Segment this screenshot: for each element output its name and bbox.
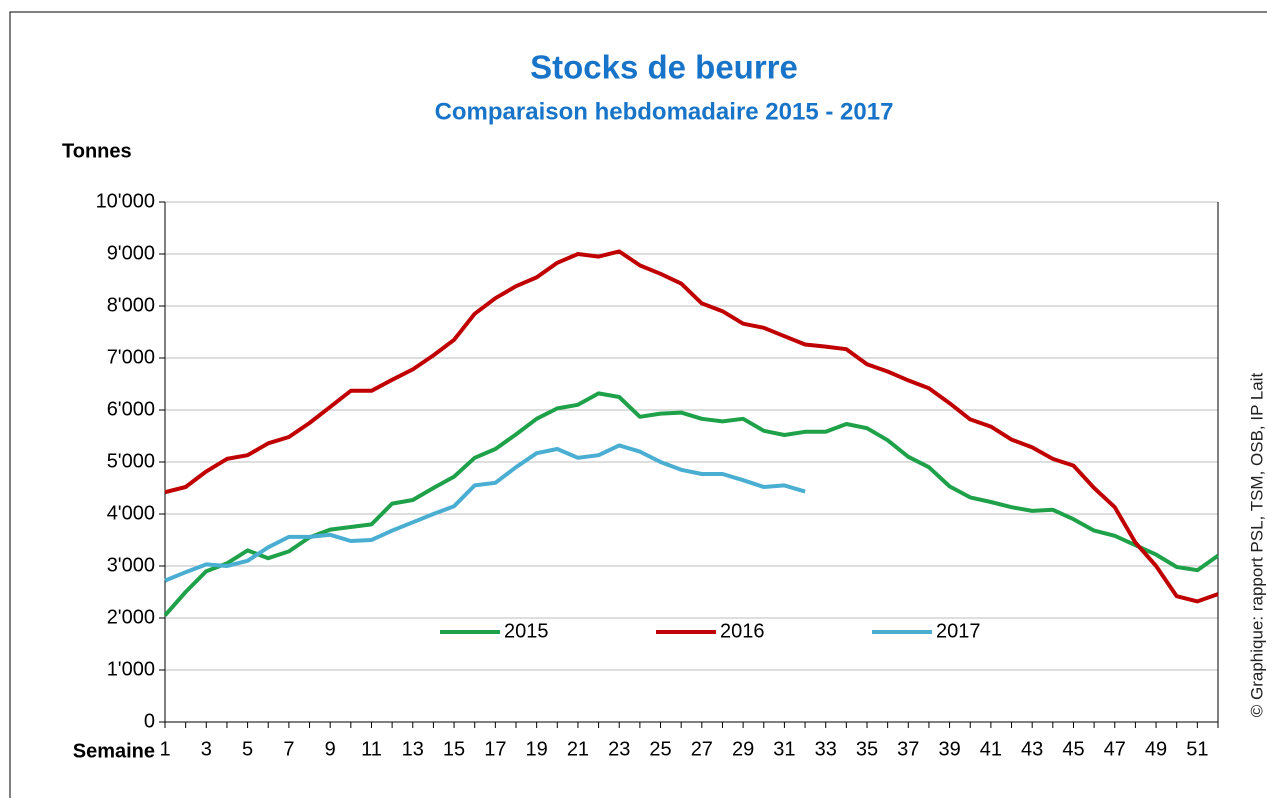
x-tick-label: 25 <box>649 738 671 760</box>
x-tick-label: 7 <box>283 738 294 760</box>
x-tick-label: 5 <box>242 738 253 760</box>
y-tick-label: 1'000 <box>107 658 155 680</box>
x-axis-title: Semaine <box>73 740 155 762</box>
series-line <box>164 443 806 583</box>
chart-title: Stocks de beurre <box>530 49 798 86</box>
x-tick-label: 41 <box>980 738 1002 760</box>
x-tick-label: 1 <box>159 738 170 760</box>
y-tick-label: 4'000 <box>107 502 155 524</box>
x-tick-label: 13 <box>402 738 424 760</box>
x-tick-label: 3 <box>201 738 212 760</box>
y-axis-title: Tonnes <box>62 140 132 162</box>
x-tick-label: 11 <box>361 738 382 760</box>
credit: © Graphique: rapport PSL, TSM, OSB, IP L… <box>1247 372 1266 717</box>
y-tick-label: 8'000 <box>107 294 155 316</box>
x-tick-label: 35 <box>856 738 878 760</box>
chart-subtitle: Comparaison hebdomadaire 2015 - 2017 <box>435 98 894 125</box>
y-tick-label: 2'000 <box>107 606 155 628</box>
x-tick-label: 23 <box>608 738 630 760</box>
x-tick-label: 29 <box>732 738 754 760</box>
chart-border <box>9 11 1267 798</box>
x-tick-label: 15 <box>443 738 465 760</box>
y-tick-label: 5'000 <box>107 450 155 472</box>
x-tick-label: 45 <box>1062 738 1084 760</box>
series-line <box>163 391 1220 617</box>
x-tick-label: 19 <box>526 738 548 760</box>
x-tick-label: 51 <box>1186 738 1208 760</box>
y-tick-label: 7'000 <box>107 346 155 368</box>
x-tick-label: 27 <box>691 738 713 760</box>
x-tick-label: 39 <box>938 738 960 760</box>
x-tick-label: 33 <box>815 738 837 760</box>
legend-label: 2015 <box>504 620 549 642</box>
x-tick-label: 31 <box>773 738 795 760</box>
legend-label: 2016 <box>720 620 765 642</box>
y-tick-label: 3'000 <box>107 554 155 576</box>
legend-label: 2017 <box>936 620 981 642</box>
y-tick-label: 9'000 <box>107 242 155 264</box>
y-tick-label: 0 <box>144 710 155 732</box>
series-line <box>164 249 1219 604</box>
x-tick-label: 47 <box>1104 738 1126 760</box>
x-tick-label: 9 <box>325 738 336 760</box>
x-tick-label: 49 <box>1145 738 1167 760</box>
x-tick-label: 17 <box>484 738 506 760</box>
y-tick-label: 6'000 <box>107 398 155 420</box>
x-tick-label: 43 <box>1021 738 1043 760</box>
y-tick-label: 10'000 <box>96 190 155 212</box>
x-tick-label: 21 <box>567 738 589 760</box>
x-tick-label: 37 <box>897 738 919 760</box>
